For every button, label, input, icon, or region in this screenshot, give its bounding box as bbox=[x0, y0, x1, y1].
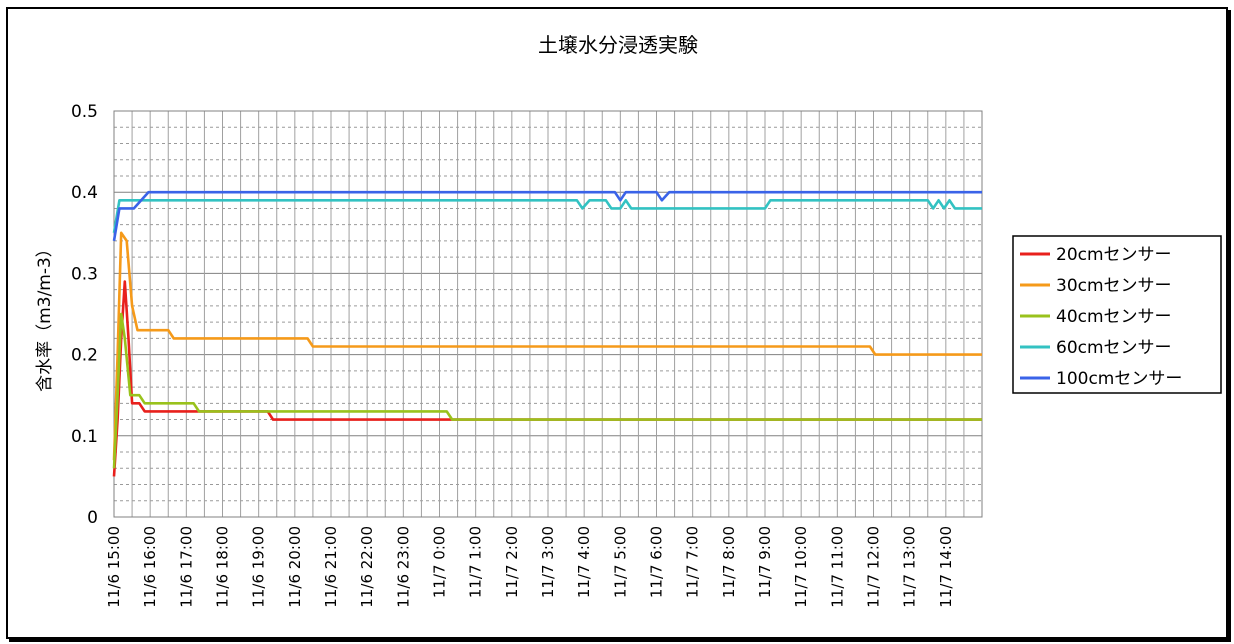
y-tick-label: 0.4 bbox=[71, 183, 98, 203]
y-tick-label: 0.1 bbox=[71, 427, 98, 447]
y-axis-ticks: 0 0.1 0.2 0.3 0.4 0.5 bbox=[71, 102, 98, 528]
x-tick-label: 11/7 8:00 bbox=[720, 526, 738, 598]
x-tick-label: 11/7 6:00 bbox=[648, 526, 666, 598]
x-tick-label: 11/6 15:00 bbox=[105, 526, 123, 608]
series-line bbox=[112, 190, 982, 242]
x-tick-label: 11/6 22:00 bbox=[358, 526, 376, 608]
y-axis-label: 含水率（m3/m-3） bbox=[35, 240, 55, 392]
plot-grid bbox=[114, 110, 982, 518]
x-tick-label: 11/6 20:00 bbox=[286, 526, 304, 608]
x-tick-label: 11/7 13:00 bbox=[901, 526, 919, 608]
plot-area bbox=[113, 110, 983, 518]
legend-label: 60cmセンサー bbox=[1056, 338, 1172, 358]
x-tick-label: 11/7 10:00 bbox=[792, 526, 810, 608]
legend-label: 30cmセンサー bbox=[1056, 276, 1172, 296]
y-tick-label: 0 bbox=[87, 508, 98, 528]
x-tick-label: 11/7 7:00 bbox=[684, 526, 702, 598]
series-line bbox=[112, 312, 982, 469]
x-tick-label: 11/6 18:00 bbox=[214, 526, 232, 608]
y-tick-label: 0.5 bbox=[71, 102, 98, 122]
x-tick-label: 11/6 19:00 bbox=[250, 526, 268, 608]
series-lines bbox=[112, 190, 982, 477]
x-tick-label: 11/6 16:00 bbox=[141, 526, 159, 608]
x-tick-label: 11/7 2:00 bbox=[503, 526, 521, 598]
legend: 20cmセンサー 30cmセンサー 40cmセンサー 60cmセンサー 100cmセンサ… bbox=[1012, 235, 1222, 394]
legend-label: 20cmセンサー bbox=[1056, 245, 1172, 265]
x-tick-label: 11/7 11:00 bbox=[828, 526, 846, 608]
x-axis-ticks: 11/6 15:00 11/6 16:00 11/6 17:00 11/6 18:00… bbox=[105, 526, 955, 608]
legend-label: 100cmセンサー bbox=[1056, 369, 1182, 389]
chart-title: 土壌水分浸透実験 bbox=[538, 33, 698, 57]
x-tick-label: 11/7 3:00 bbox=[539, 526, 557, 598]
x-tick-label: 11/6 17:00 bbox=[177, 526, 195, 608]
x-tick-label: 11/7 12:00 bbox=[865, 526, 883, 608]
x-tick-label: 11/7 5:00 bbox=[611, 526, 629, 598]
x-tick-label: 11/7 1:00 bbox=[467, 526, 485, 598]
x-tick-label: 11/7 4:00 bbox=[575, 526, 593, 598]
x-tick-label: 11/6 23:00 bbox=[394, 526, 412, 608]
legend-label: 40cmセンサー bbox=[1056, 307, 1172, 327]
x-tick-label: 11/6 21:00 bbox=[322, 526, 340, 608]
series-line bbox=[112, 199, 982, 234]
x-tick-label: 11/7 14:00 bbox=[937, 526, 955, 608]
series-line bbox=[112, 231, 982, 461]
x-tick-label: 11/7 9:00 bbox=[756, 526, 774, 598]
x-tick-label: 11/7 0:00 bbox=[431, 526, 449, 598]
y-tick-label: 0.2 bbox=[71, 346, 98, 366]
y-tick-label: 0.3 bbox=[71, 264, 98, 284]
